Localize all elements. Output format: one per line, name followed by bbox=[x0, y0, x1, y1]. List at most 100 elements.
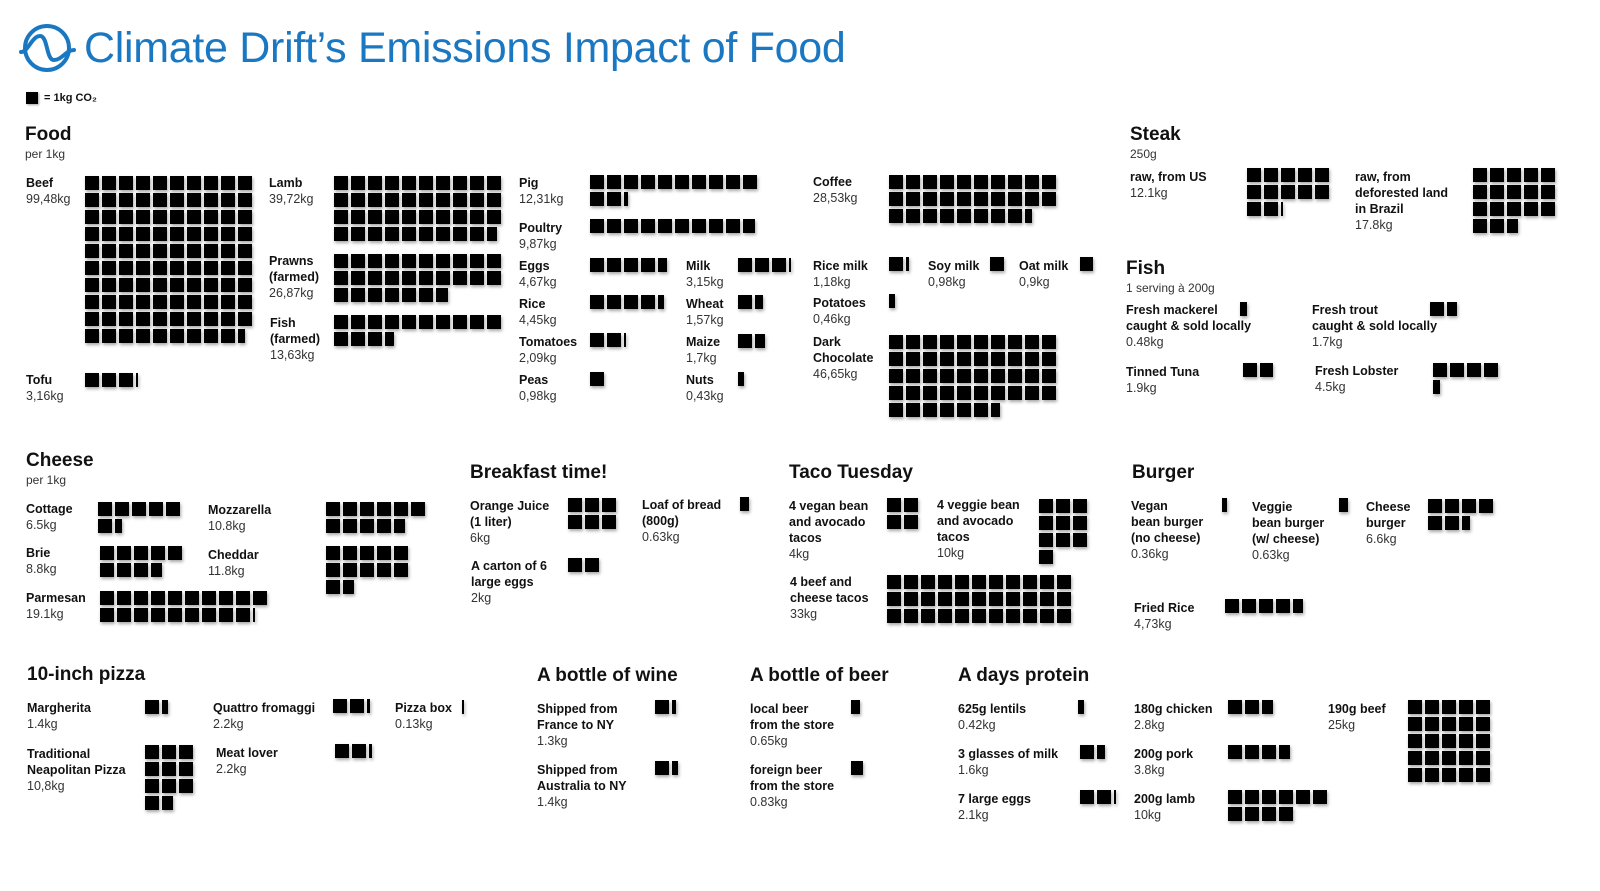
co2-unit-square bbox=[470, 227, 484, 241]
co2-unit-square bbox=[607, 333, 621, 347]
co2-squares-burger-vegan-bean-burger-no-cheese bbox=[1222, 498, 1287, 512]
co2-unit-square bbox=[136, 176, 150, 190]
co2-unit-square bbox=[385, 315, 399, 329]
item-value: 0,98kg bbox=[928, 275, 966, 289]
co2-partial-square bbox=[658, 258, 667, 272]
item-name: Tomatoes bbox=[519, 335, 578, 349]
section-title: A bottle of wine bbox=[537, 665, 678, 686]
co2-unit-square bbox=[151, 591, 165, 605]
co2-unit-square bbox=[185, 591, 199, 605]
co2-unit-square bbox=[351, 193, 365, 207]
co2-squares-food-milk bbox=[738, 258, 803, 272]
item-name: Veggie bean burger (w/ cheese) bbox=[1252, 500, 1325, 546]
co2-partial-square bbox=[343, 580, 354, 594]
co2-unit-square bbox=[1459, 751, 1473, 765]
co2-unit-square bbox=[675, 175, 689, 189]
co2-unit-square bbox=[906, 403, 920, 417]
co2-unit-square bbox=[153, 193, 167, 207]
co2-unit-square bbox=[119, 312, 133, 326]
co2-unit-square bbox=[1057, 609, 1071, 623]
co2-unit-square bbox=[153, 244, 167, 258]
co2-unit-square bbox=[1023, 592, 1037, 606]
co2-unit-square bbox=[221, 244, 235, 258]
co2-unit-square bbox=[923, 352, 937, 366]
co2-unit-square bbox=[487, 193, 501, 207]
co2-unit-square bbox=[974, 175, 988, 189]
item-label-food-poultry: Poultry 9,87kg bbox=[519, 220, 562, 252]
co2-unit-square bbox=[624, 295, 638, 309]
co2-unit-square bbox=[102, 295, 116, 309]
item-name: Brie bbox=[26, 546, 51, 560]
section-title: Steak bbox=[1130, 124, 1181, 145]
co2-unit-square bbox=[1408, 734, 1422, 748]
co2-unit-square bbox=[889, 352, 903, 366]
co2-unit-square bbox=[641, 295, 655, 309]
co2-squares-food-rice bbox=[590, 295, 672, 309]
co2-unit-square bbox=[940, 386, 954, 400]
item-name: raw, from deforested land in Brazil bbox=[1355, 170, 1449, 216]
co2-squares-food-lamb bbox=[334, 176, 501, 241]
co2-unit-square bbox=[402, 193, 416, 207]
co2-unit-square bbox=[989, 609, 1003, 623]
item-name: Rice milk bbox=[813, 259, 868, 273]
co2-unit-square bbox=[100, 608, 114, 622]
item-name: Fresh mackerel caught & sold locally bbox=[1126, 303, 1252, 333]
co2-unit-square bbox=[889, 335, 903, 349]
co2-unit-square bbox=[940, 209, 954, 223]
co2-unit-square bbox=[136, 278, 150, 292]
co2-squares-wine-shipped-from-australia-to-ny bbox=[655, 761, 720, 775]
co2-unit-square bbox=[1476, 700, 1490, 714]
item-label-cheese-mozzarella: Mozzarella 10.8kg bbox=[208, 502, 271, 534]
item-name: 190g beef bbox=[1328, 702, 1386, 716]
co2-unit-square bbox=[1228, 790, 1242, 804]
co2-unit-square bbox=[1459, 768, 1473, 782]
item-value: 0,9kg bbox=[1019, 275, 1050, 289]
co2-unit-square bbox=[921, 609, 935, 623]
co2-partial-square bbox=[755, 334, 765, 348]
co2-unit-square bbox=[221, 193, 235, 207]
item-name: Fish (farmed) bbox=[270, 316, 321, 346]
item-name: Oat milk bbox=[1019, 259, 1069, 273]
co2-unit-square bbox=[991, 192, 1005, 206]
co2-unit-square bbox=[1425, 717, 1439, 731]
item-label-food-peas: Peas 0,98kg bbox=[519, 372, 557, 404]
co2-unit-square bbox=[221, 176, 235, 190]
co2-unit-square bbox=[1442, 700, 1456, 714]
co2-unit-square bbox=[726, 175, 740, 189]
item-value: 10.8kg bbox=[208, 519, 246, 533]
item-value: 0.42kg bbox=[958, 718, 996, 732]
co2-unit-square bbox=[179, 779, 193, 793]
co2-squares-cheese-brie bbox=[100, 546, 182, 577]
co2-unit-square bbox=[1425, 734, 1439, 748]
co2-unit-square bbox=[162, 745, 176, 759]
co2-partial-square bbox=[238, 329, 245, 343]
co2-unit-square bbox=[119, 193, 133, 207]
co2-unit-square bbox=[334, 254, 348, 268]
co2-unit-square bbox=[326, 546, 340, 560]
item-value: 19.1kg bbox=[26, 607, 64, 621]
co2-unit-square bbox=[1039, 533, 1053, 547]
co2-unit-square bbox=[923, 386, 937, 400]
co2-unit-square bbox=[1281, 168, 1295, 182]
co2-unit-square bbox=[394, 502, 408, 516]
section-subtitle: 1 serving à 200g bbox=[1126, 281, 1215, 295]
item-label-food-beef: Beef 99,48kg bbox=[26, 175, 70, 207]
co2-unit-square bbox=[98, 519, 112, 533]
co2-unit-square bbox=[385, 271, 399, 285]
item-label-food-prawns-farmed: Prawns (farmed) 26,87kg bbox=[269, 253, 319, 301]
co2-unit-square bbox=[385, 193, 399, 207]
item-label-fish-tinned-tuna: Tinned Tuna 1.9kg bbox=[1126, 364, 1199, 396]
co2-partial-square bbox=[851, 761, 863, 775]
co2-unit-square bbox=[221, 227, 235, 241]
co2-unit-square bbox=[453, 271, 467, 285]
co2-partial-square bbox=[789, 258, 791, 272]
co2-unit-square bbox=[906, 352, 920, 366]
co2-unit-square bbox=[585, 498, 599, 512]
co2-unit-square bbox=[1025, 352, 1039, 366]
co2-unit-square bbox=[162, 762, 176, 776]
item-value: 11.8kg bbox=[208, 564, 245, 578]
item-value: 12,31kg bbox=[519, 192, 564, 206]
co2-unit-square bbox=[904, 575, 918, 589]
co2-unit-square bbox=[1425, 768, 1439, 782]
co2-unit-square bbox=[1056, 499, 1070, 513]
